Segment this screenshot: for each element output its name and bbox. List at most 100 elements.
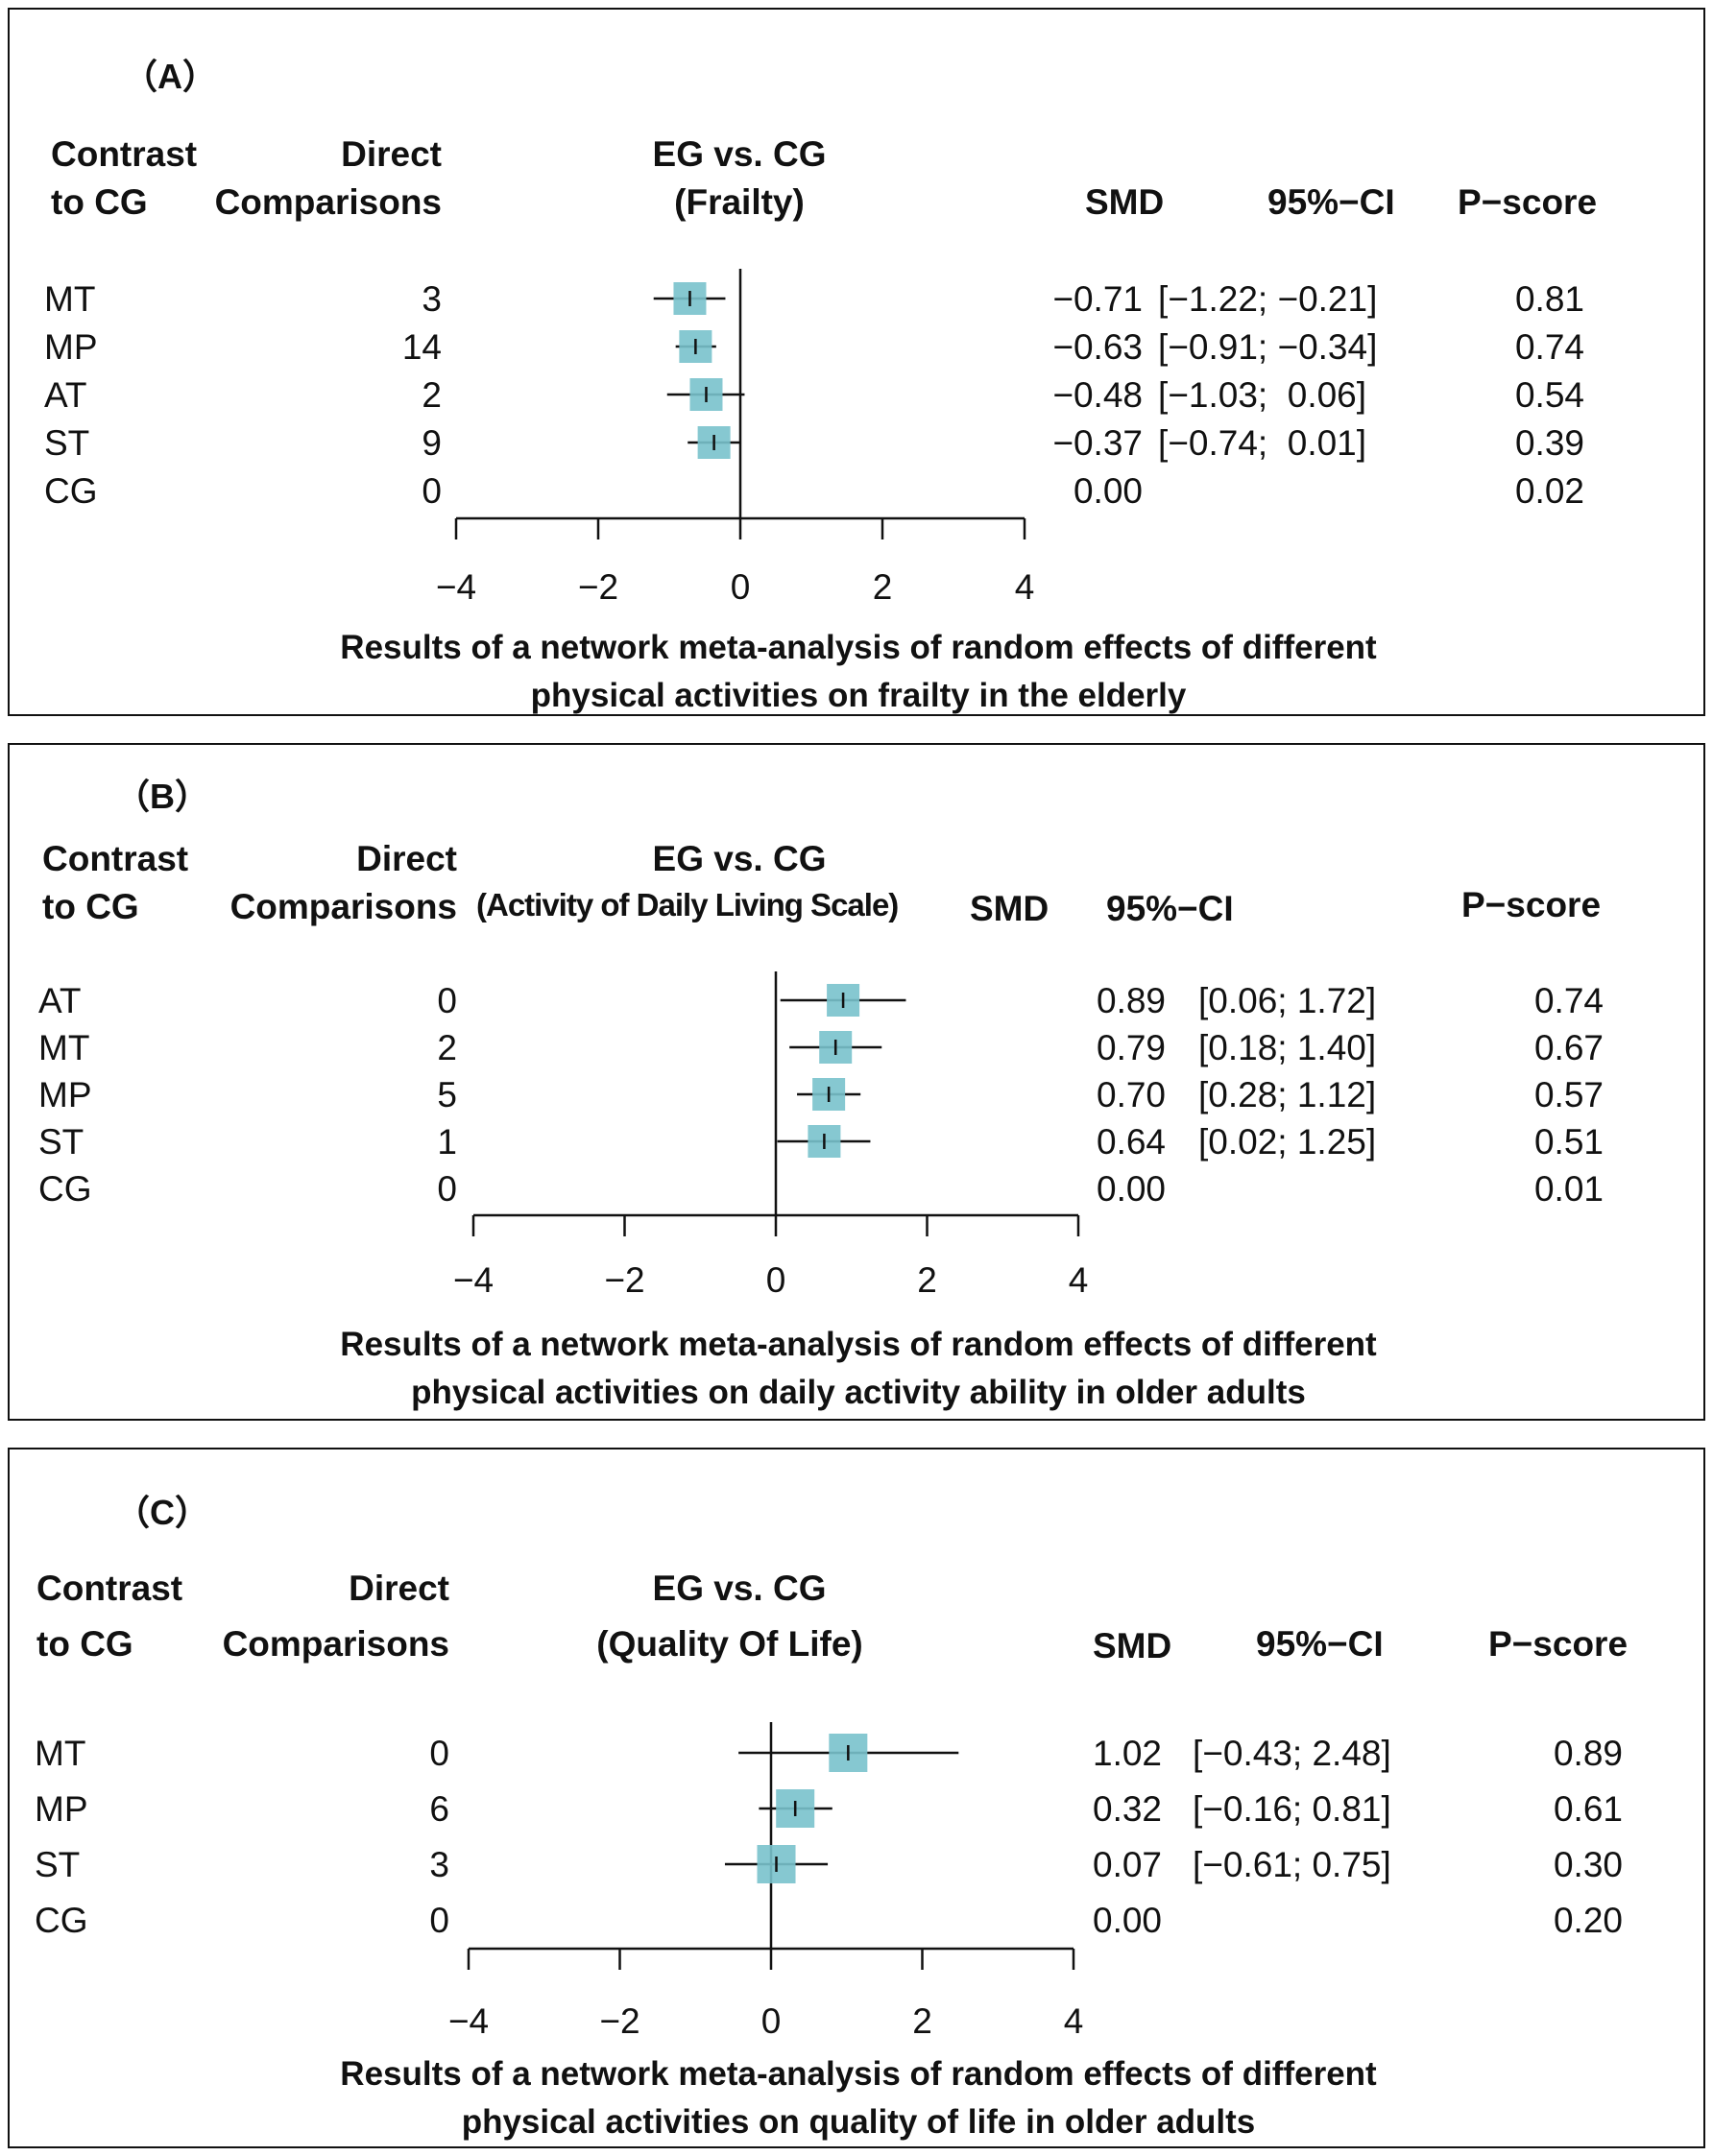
row-smd: 0.32 [1093,1789,1163,1829]
header-ci: 95%−CI [1256,1624,1384,1664]
row-name: ST [38,1122,84,1162]
row-name: CG [38,1169,92,1209]
header-contrast: Contrast [51,134,198,174]
row-smd: −0.71 [1052,279,1143,319]
plot-title: EG vs. CG [652,134,827,174]
panel-label: （A） [123,57,217,96]
row-name: MP [35,1789,88,1829]
figure-caption: Results of a network meta-analysis of ra… [10,2050,1707,2145]
caption-line-2: physical activities on daily activity ab… [411,1373,1306,1411]
header-smd: SMD [1093,1626,1172,1665]
header-ci: 95%−CI [1267,182,1395,222]
header-pscore: P−score [1461,885,1602,924]
row-smd: 0.89 [1097,981,1167,1020]
x-axis-tick-label: 4 [1064,2001,1084,2041]
row-pscore: 0.54 [1514,375,1584,415]
x-axis-tick-label: −4 [453,1260,494,1300]
header-contrast-2: to CG [36,1624,133,1664]
figure-caption: Results of a network meta-analysis of ra… [10,624,1707,719]
plot-subtitle: (Activity of Daily Living Scale) [476,887,899,922]
caption-line-2: physical activities on frailty in the el… [530,676,1187,714]
panel-a: （A） Contrast to CG Direct Comparisons EG… [8,8,1705,716]
x-axis-tick-label: 2 [873,567,893,607]
header-direct: Direct [356,839,457,878]
row-direct: 0 [437,981,457,1020]
row-direct: 0 [437,1169,457,1209]
caption-line-1: Results of a network meta-analysis of ra… [340,629,1377,666]
figure-caption: Results of a network meta-analysis of ra… [10,1321,1707,1416]
header-direct: Direct [341,134,442,174]
x-axis-tick-label: 2 [917,1260,937,1300]
x-axis-tick-label: 0 [731,567,751,607]
row-smd: 1.02 [1093,1734,1163,1773]
row-direct: 9 [422,423,442,463]
header-ci: 95%−CI [1106,889,1234,928]
row-ci: [0.18; 1.40] [1198,1028,1377,1067]
row-ci: [−0.74; 0.01] [1158,423,1367,463]
row-direct: 0 [429,1901,449,1940]
row-name: MP [38,1075,92,1114]
row-direct: 5 [437,1075,457,1114]
row-ci: [0.28; 1.12] [1198,1075,1377,1114]
header-direct-2: Comparisons [222,1624,449,1664]
x-axis-tick-label: −2 [604,1260,644,1300]
row-ci: [0.02; 1.25] [1198,1122,1377,1162]
header-contrast-2: to CG [51,182,148,222]
row-direct: 0 [429,1734,449,1773]
row-direct: 3 [422,279,442,319]
row-pscore: 0.61 [1553,1789,1623,1829]
row-name: AT [44,375,87,415]
row-smd: 0.00 [1097,1169,1167,1209]
panel-label: （C） [115,1493,209,1532]
row-name: MT [35,1734,86,1773]
x-axis-tick-label: 2 [912,2001,932,2041]
row-name: ST [44,423,90,463]
plot-subtitle: (Quality Of Life) [596,1624,863,1664]
header-direct: Direct [349,1569,449,1608]
header-pscore: P−score [1488,1624,1629,1664]
header-contrast: Contrast [36,1569,183,1608]
row-pscore: 0.74 [1514,327,1584,367]
row-smd: 0.79 [1097,1028,1167,1067]
header-pscore: P−score [1458,182,1598,222]
row-direct: 6 [429,1789,449,1829]
row-pscore: 0.51 [1533,1122,1604,1162]
row-pscore: 0.67 [1533,1028,1604,1067]
forest-plot: −4 −2 0 2 4 [448,1722,1084,2041]
row-smd: 0.70 [1097,1075,1167,1114]
forest-plot: −4 −2 0 2 4 [436,269,1035,607]
row-smd: −0.63 [1052,327,1143,367]
row-smd: −0.48 [1052,375,1143,415]
plot-subtitle: (Frailty) [674,182,805,222]
row-direct: 3 [429,1845,449,1884]
row-pscore: 0.20 [1553,1901,1623,1940]
row-name: AT [38,981,82,1020]
row-smd: 0.00 [1073,471,1143,511]
x-axis-tick-label: −2 [578,567,618,607]
row-pscore: 0.74 [1533,981,1604,1020]
row-name: CG [44,471,98,511]
x-axis-tick-label: −4 [448,2001,489,2041]
row-direct: 1 [437,1122,457,1162]
row-pscore: 0.30 [1553,1845,1623,1884]
row-name: MP [44,327,98,367]
row-name: CG [35,1901,88,1940]
header-contrast-2: to CG [42,887,139,926]
row-pscore: 0.01 [1533,1169,1604,1209]
row-ci: [−0.91; −0.34] [1158,327,1378,367]
caption-line-1: Results of a network meta-analysis of ra… [340,2055,1377,2093]
row-ci: [−0.43; 2.48] [1193,1734,1391,1773]
row-direct: 2 [437,1028,457,1067]
row-direct: 14 [401,327,442,367]
panel-c: （C） Contrast to CG Direct Comparisons EG… [8,1448,1705,2148]
header-smd: SMD [970,889,1050,928]
row-pscore: 0.89 [1553,1734,1623,1773]
header-smd: SMD [1085,182,1165,222]
plot-title: EG vs. CG [652,839,827,878]
x-axis-tick-label: −4 [436,567,476,607]
x-axis-tick-label: 4 [1069,1260,1089,1300]
header-direct-2: Comparisons [229,887,457,926]
row-ci: [−0.16; 0.81] [1193,1789,1391,1829]
row-pscore: 0.57 [1533,1075,1604,1114]
x-axis-tick-label: 4 [1015,567,1035,607]
